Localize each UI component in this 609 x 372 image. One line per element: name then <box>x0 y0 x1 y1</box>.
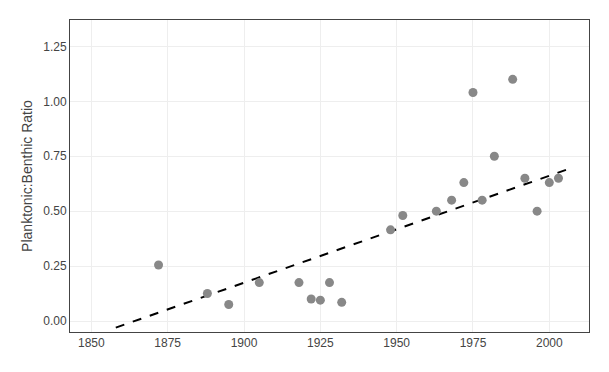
svg-text:1925: 1925 <box>307 336 334 350</box>
svg-text:2000: 2000 <box>536 336 563 350</box>
svg-text:0.25: 0.25 <box>43 259 67 273</box>
svg-text:1.25: 1.25 <box>43 40 67 54</box>
svg-text:1850: 1850 <box>78 336 105 350</box>
svg-text:1950: 1950 <box>383 336 410 350</box>
svg-text:1975: 1975 <box>460 336 487 350</box>
svg-text:0.00: 0.00 <box>43 314 67 328</box>
svg-text:Planktonic:Benthic Ratio: Planktonic:Benthic Ratio <box>19 100 35 252</box>
svg-text:0.50: 0.50 <box>43 204 67 218</box>
svg-text:0.75: 0.75 <box>43 149 67 163</box>
svg-text:1.00: 1.00 <box>43 95 67 109</box>
svg-text:1875: 1875 <box>154 336 181 350</box>
svg-text:1900: 1900 <box>231 336 258 350</box>
